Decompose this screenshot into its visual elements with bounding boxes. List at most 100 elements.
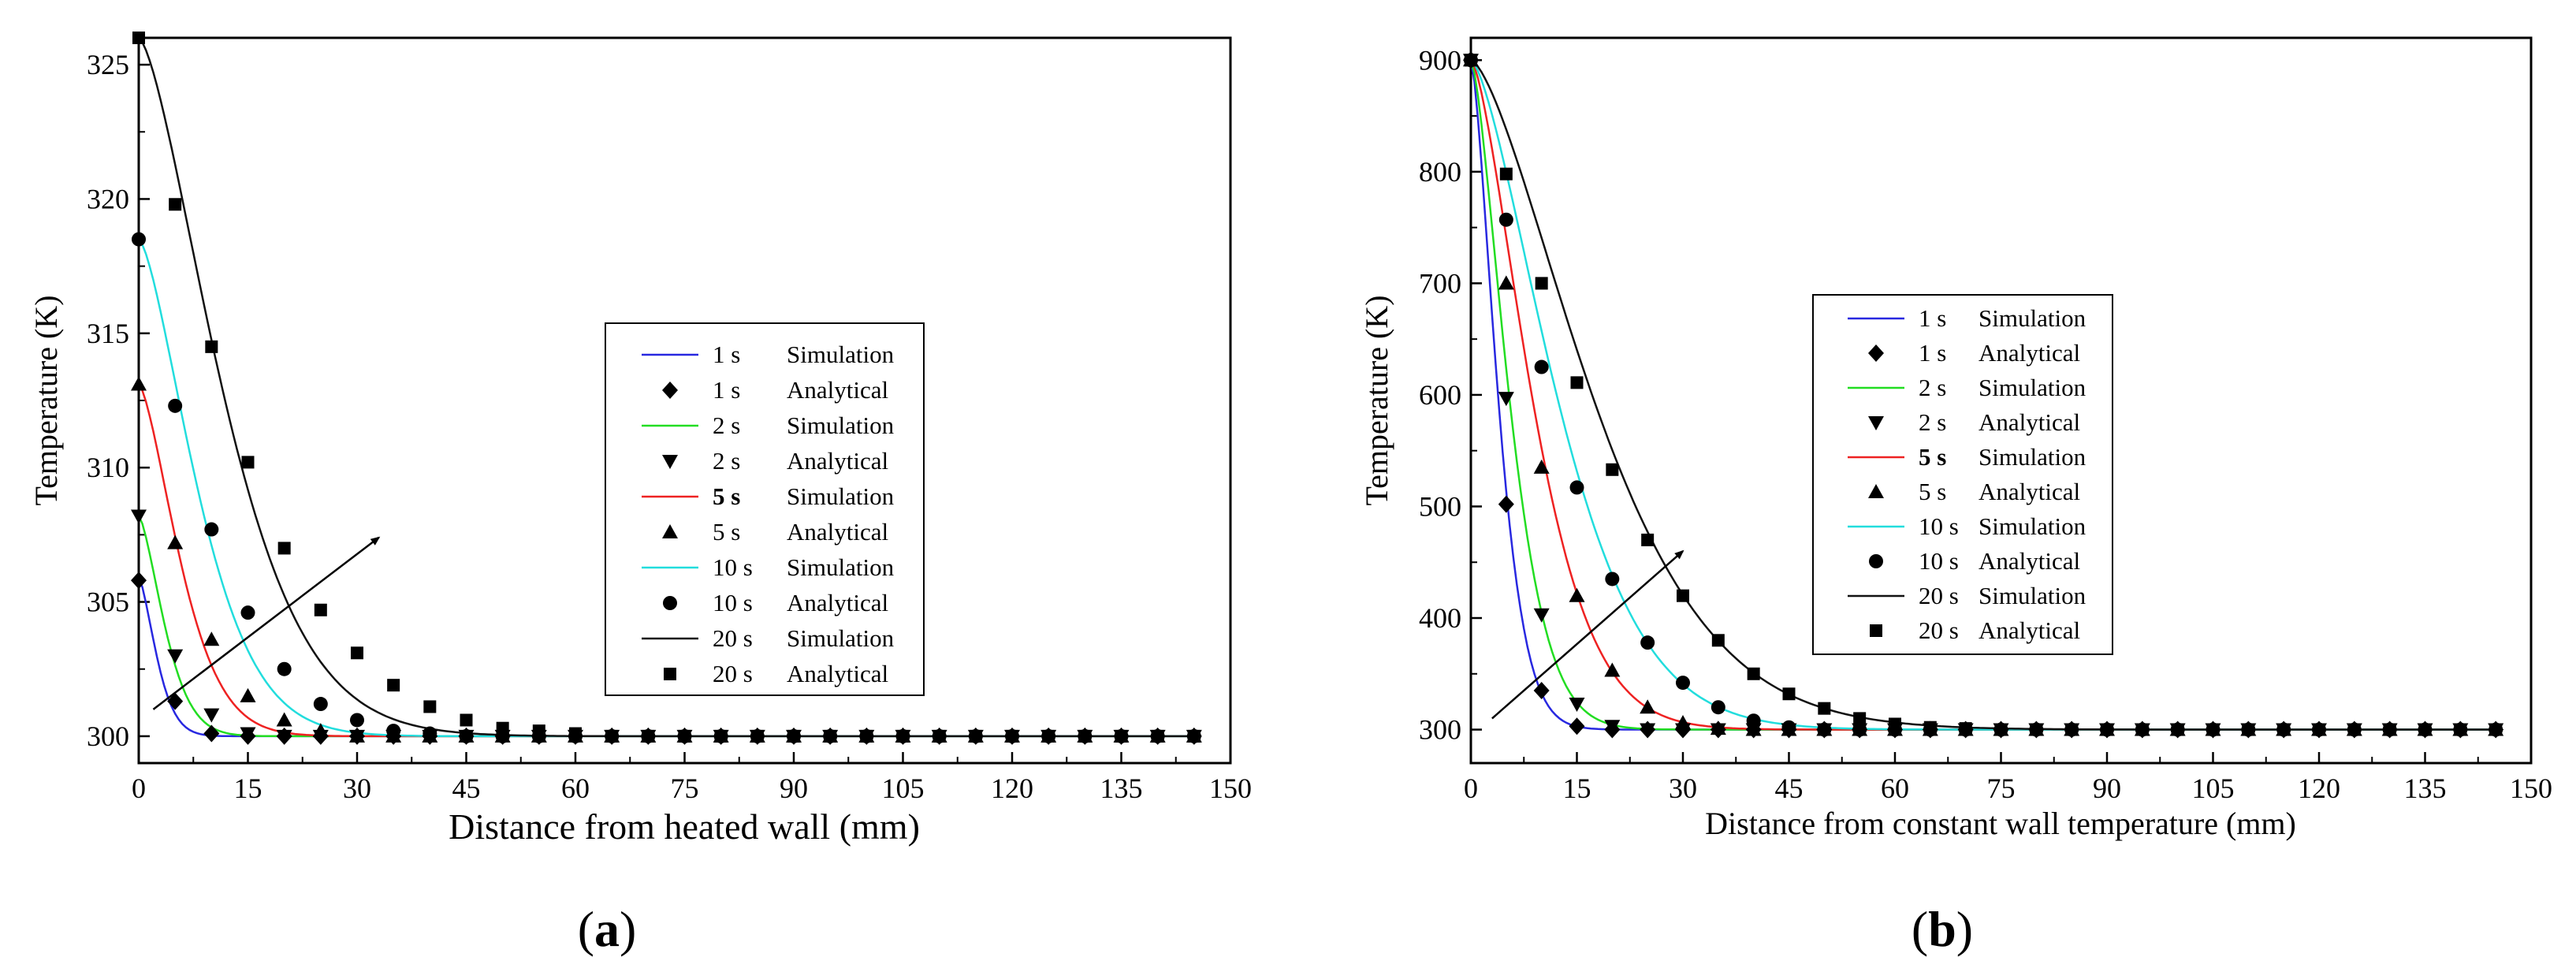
analytical-point-10s <box>1852 722 1867 737</box>
legend-kind: Simulation <box>1979 582 2086 609</box>
analytical-point-1s <box>131 572 147 590</box>
y-tick-label: 600 <box>1419 379 1461 411</box>
analytical-point-20s <box>1606 463 1619 476</box>
series-group-b <box>1463 51 2504 739</box>
panel-label-a-open: ( <box>578 901 594 957</box>
legend-kind: Simulation <box>787 624 895 652</box>
analytical-point-20s <box>532 724 545 738</box>
analytical-point-10s <box>1605 572 1620 586</box>
analytical-point-20s <box>1994 723 2008 736</box>
legend-time: 10 s <box>713 553 753 581</box>
analytical-point-5s <box>1745 721 1762 736</box>
legend-time: 10 s <box>1919 547 1959 575</box>
analytical-point-20s <box>2065 723 2079 736</box>
y-tick-label: 900 <box>1419 44 1461 76</box>
analytical-point-20s <box>277 542 291 555</box>
legend-kind: Analytical <box>1979 478 2080 505</box>
legend-marker-symbol <box>1868 416 1884 430</box>
analytical-point-10s <box>1781 720 1796 735</box>
y-tick-label: 700 <box>1419 267 1461 299</box>
analytical-point-10s <box>350 713 364 728</box>
legend-time: 1 s <box>713 376 740 404</box>
analytical-point-20s <box>169 198 182 211</box>
analytical-point-20s <box>2171 723 2184 736</box>
analytical-point-10s <box>1534 359 1549 374</box>
y-axis-a: 300 305 310 315 320 325 <box>87 49 150 752</box>
analytical-point-1s <box>167 692 184 710</box>
panel-label-b-close: ) <box>1956 901 1973 957</box>
analytical-point-5s <box>1569 587 1585 602</box>
analytical-point-1s <box>1569 717 1585 735</box>
panel-label-a-letter: a <box>594 901 620 957</box>
y-tick-label: 300 <box>1419 714 1461 746</box>
y-axis-b: 300 400 500 600 700 800 900 <box>1419 44 1482 746</box>
x-axis-a: 0 15 30 45 60 75 90 105 120 135 150 <box>132 752 1252 804</box>
analytical-point-20s <box>423 700 437 713</box>
analytical-point-10s <box>1676 676 1690 691</box>
legend-time: 5 s <box>713 482 740 510</box>
x-tick-label: 30 <box>1669 773 1697 804</box>
analytical-point-2s <box>1533 608 1550 623</box>
x-tick-label: 45 <box>452 773 481 804</box>
series-group-a <box>131 32 1202 745</box>
analytical-point-20s <box>1187 729 1201 743</box>
y-tick-label: 320 <box>87 183 129 214</box>
x-axis-b: 0 15 30 45 60 75 90 105 120 135 150 <box>1464 752 2552 804</box>
analytical-point-20s <box>1923 721 1937 734</box>
analytical-point-20s <box>2489 723 2503 736</box>
analytical-point-20s <box>1711 634 1725 647</box>
analytical-point-2s <box>1604 720 1621 735</box>
analytical-point-10s <box>423 726 437 741</box>
analytical-point-5s <box>312 723 329 738</box>
x-tick-label: 30 <box>343 773 371 804</box>
x-tick-label: 105 <box>2192 773 2235 804</box>
analytical-point-20s <box>1115 729 1128 743</box>
legend-kind: Analytical <box>787 518 888 546</box>
legend-time: 10 s <box>1919 512 1959 540</box>
analytical-point-20s <box>1959 722 1972 735</box>
legend-time: 10 s <box>713 589 753 616</box>
analytical-point-20s <box>750 729 764 743</box>
legend-time: 5 s <box>713 518 740 546</box>
analytical-point-5s <box>1533 459 1550 474</box>
analytical-point-5s <box>1498 275 1514 290</box>
legend-kind: Analytical <box>1979 408 2080 436</box>
analytical-point-20s <box>2206 723 2220 736</box>
analytical-point-10s <box>1817 722 1832 737</box>
analytical-point-20s <box>314 603 327 616</box>
y-tick-label: 500 <box>1419 490 1461 522</box>
x-tick-label: 60 <box>1881 773 1909 804</box>
analytical-point-10s <box>386 724 401 739</box>
legend-time: 2 s <box>1919 374 1946 401</box>
y-axis-title-b: Temperature (K) <box>1359 295 1394 505</box>
x-tick-label: 150 <box>2510 773 2552 804</box>
legend-kind: Analytical <box>1979 616 2080 644</box>
analytical-point-20s <box>1151 729 1164 743</box>
x-tick-label: 15 <box>234 773 262 804</box>
legend-kind: Simulation <box>787 553 895 581</box>
analytical-point-20s <box>1465 54 1477 67</box>
legend-kind: Simulation <box>1979 304 2086 332</box>
analytical-point-20s <box>2101 723 2113 736</box>
analytical-point-2s <box>203 708 220 723</box>
analytical-point-20s <box>132 32 145 44</box>
legend-time: 2 s <box>713 447 740 475</box>
analytical-point-20s <box>1078 729 1092 743</box>
legend-kind: Simulation <box>787 341 895 368</box>
analytical-point-20s <box>496 721 509 735</box>
analytical-point-20s <box>569 727 582 740</box>
legend-time: 1 s <box>1919 339 1946 367</box>
legend-kind: Analytical <box>787 447 888 475</box>
analytical-point-20s <box>2418 723 2432 736</box>
panel-label-a-close: ) <box>620 901 636 957</box>
analytical-point-20s <box>2030 723 2043 736</box>
analytical-point-1s <box>203 724 220 743</box>
panel-label-b-letter: b <box>1928 901 1956 957</box>
y-tick-label: 310 <box>87 452 129 483</box>
legend-marker-symbol <box>662 382 678 399</box>
legend-time: 20 s <box>1919 616 1959 644</box>
legend-marker-symbol <box>662 524 678 538</box>
analytical-point-20s <box>2135 723 2149 736</box>
analytical-point-20s <box>860 729 873 743</box>
legend-kind: Analytical <box>1979 339 2080 367</box>
